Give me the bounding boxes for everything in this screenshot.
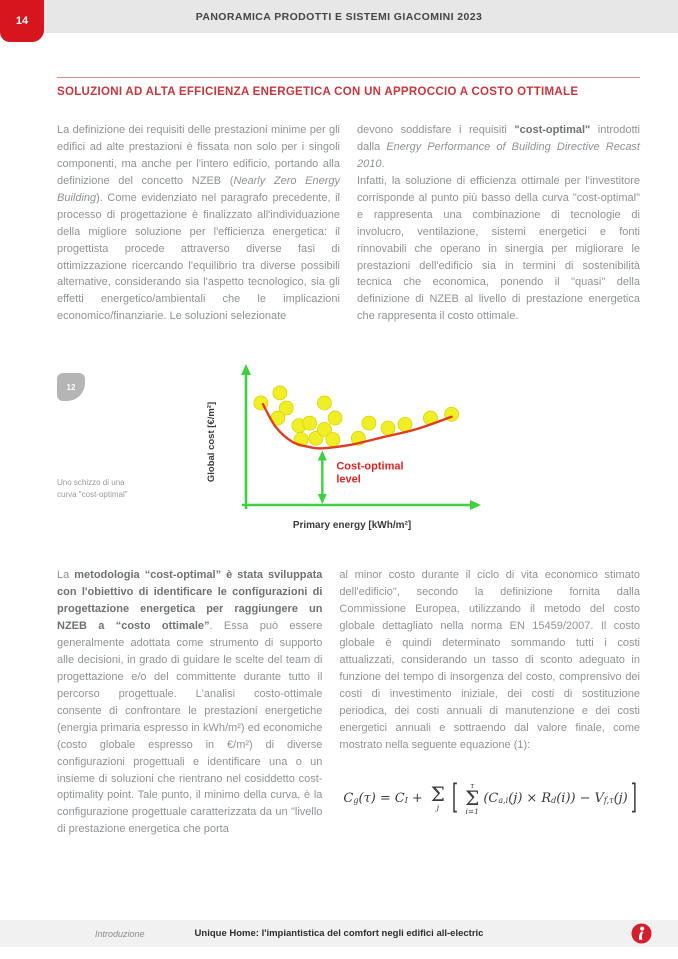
body-right-column: al minor costo durante il ciclo di vita … <box>339 567 640 838</box>
intro-right-column: devono soddisfare i requisiti "cost-opti… <box>357 122 640 325</box>
sigma-symbol: Σ <box>430 782 445 807</box>
eq-term: (j) <box>613 790 628 806</box>
eq-operator: + <box>411 790 423 806</box>
text-run-bold: metodologia “cost-optimal” è stata svilu… <box>57 569 323 633</box>
eq-term: (i)) <box>556 790 576 806</box>
body-left-column: La metodologia “cost-optimal” è stata sv… <box>57 567 322 838</box>
text-run: . Essa può essere generalmente adottata … <box>57 620 323 836</box>
eq-term: (τ) <box>358 790 376 806</box>
figure-block: 12 Cost-optimal level Global cost [€/m²] Pr… <box>57 364 640 543</box>
eq-sub: a,i <box>498 796 509 806</box>
eq-limit: i=1 <box>465 807 479 817</box>
eq-limit: j <box>436 803 440 813</box>
section-title: SOLUZIONI AD ALTA EFFICIENZA ENERGETICA … <box>57 86 579 98</box>
giacomini-logo <box>631 923 652 949</box>
eq-term: C <box>394 790 405 806</box>
eq-term: R <box>541 790 552 806</box>
text-run: Infatti, la soluzione di efficienza otti… <box>357 174 640 323</box>
eq-sub: f,τ <box>603 796 614 806</box>
sigma-symbol: Σ <box>465 786 480 811</box>
text-run-italic: Energy Performance of Building Directive… <box>357 140 640 170</box>
intro-columns: La definizione dei requisiti delle prest… <box>57 122 640 325</box>
text-run: La definizione dei requisiti delle prest… <box>57 124 340 187</box>
x-axis-label: Primary energy [kWh/m²] <box>293 520 411 531</box>
intro-left-column: La definizione dei requisiti delle prest… <box>57 122 340 325</box>
cost-optimal-label: Cost-optimal level <box>336 461 403 486</box>
footer-chapter-title: Unique Home: l'impiantistica del comfort… <box>194 928 484 939</box>
eq-bracket: [ <box>451 776 459 817</box>
text-run: . <box>381 157 385 170</box>
eq-sub: g <box>353 796 359 806</box>
section-divider <box>57 77 640 78</box>
paragraph: al minor costo durante il ciclo di vita … <box>339 569 640 751</box>
eq-operator: − <box>579 790 591 806</box>
caption-line: Uno schizzo di una <box>57 478 125 488</box>
eq-term: C <box>343 790 354 806</box>
figure-caption: Uno schizzo di una curva "cost-optimal" <box>57 477 187 501</box>
paragraph: devono soddisfare i requisiti "cost-opti… <box>357 122 640 173</box>
text-run-italic: Nearly Zero Energy Building <box>57 174 340 204</box>
eq-operator: = <box>379 790 391 806</box>
page-content: SOLUZIONI AD ALTA EFFICIENZA ENERGETICA … <box>0 77 678 838</box>
text-run: La <box>57 569 75 582</box>
eq-bracket: ] <box>630 776 637 817</box>
page-number: 14 <box>15 15 29 27</box>
y-axis-label: Global cost [€/m²] <box>206 402 217 482</box>
figure-number-badge: 12 <box>57 373 85 402</box>
text-run: introdotti dalla <box>357 124 640 153</box>
header-title: PANORAMICA PRODOTTI E SISTEMI GIACOMINI … <box>195 10 483 23</box>
eq-operator: × <box>526 790 538 806</box>
page-header: 14 PANORAMICA PRODOTTI E SISTEMI GIACOMI… <box>0 0 678 42</box>
paragraph: Infatti, la soluzione di efficienza otti… <box>357 173 640 325</box>
page-number-tab: 14 <box>0 0 44 42</box>
eq-term: V <box>594 790 604 806</box>
eq-sub: d <box>551 796 557 806</box>
logo-icon <box>631 923 652 944</box>
figure-number: 12 <box>66 382 76 392</box>
paragraph: La metodologia “cost-optimal” è stata sv… <box>57 567 322 838</box>
chart-canvas: Cost-optimal level Global cost [€/m²] Prima… <box>206 364 481 531</box>
text-run-bold: "cost-optimal" <box>514 124 591 136</box>
cost-optimal-chart: Cost-optimal level Global cost [€/m²] Prima… <box>200 357 510 542</box>
body-columns: La metodologia “cost-optimal” è stata sv… <box>57 567 640 838</box>
eq-term: (C <box>483 790 499 806</box>
text-run: devono soddisfare i requisiti <box>357 124 515 136</box>
footer-section-label: Introduzione <box>95 928 145 939</box>
eq-limit: τ <box>470 780 475 790</box>
eq-sub: I <box>404 796 408 806</box>
page-footer: Introduzione Unique Home: l'impiantistic… <box>0 920 678 947</box>
caption-line: curva "cost-optimal" <box>57 490 128 500</box>
paragraph: La definizione dei requisiti delle prest… <box>57 122 340 325</box>
eq-term: (j) <box>508 790 523 806</box>
text-run: ). Come evidenziato nel paragrafo preced… <box>57 191 340 323</box>
